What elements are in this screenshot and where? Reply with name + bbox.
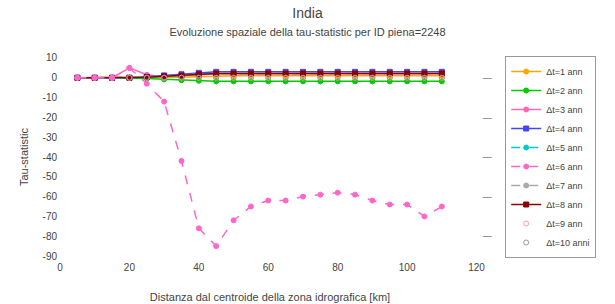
- svg-text:—: —: [483, 113, 492, 123]
- svg-text:20: 20: [124, 262, 136, 273]
- svg-text:—: —: [483, 73, 492, 83]
- svg-text:Δt=4 ann: Δt=4 ann: [546, 124, 582, 134]
- svg-text:Δt=1 ann: Δt=1 ann: [546, 67, 582, 77]
- svg-text:Distanza dal centroide della z: Distanza dal centroide della zona idrogr…: [150, 291, 390, 303]
- svg-text:-10: -10: [43, 92, 58, 103]
- svg-text:Tau-statistic: Tau-statistic: [18, 127, 30, 186]
- svg-text:-60: -60: [43, 191, 58, 202]
- svg-text:100: 100: [399, 262, 416, 273]
- svg-text:IndiaEvoluzione spaziale della: IndiaEvoluzione spaziale della tau-stati…: [169, 5, 445, 38]
- svg-text:10: 10: [46, 52, 58, 63]
- svg-text:120: 120: [468, 262, 485, 273]
- svg-text:Δt=8 ann: Δt=8 ann: [546, 200, 582, 210]
- svg-text:Δt=3 ann: Δt=3 ann: [546, 105, 582, 115]
- svg-text:—: —: [483, 192, 492, 202]
- svg-text:-70: -70: [43, 211, 58, 222]
- svg-text:0: 0: [57, 262, 63, 273]
- svg-text:Δt=9 ann: Δt=9 ann: [546, 219, 582, 229]
- svg-text:-30: -30: [43, 132, 58, 143]
- svg-text:Δt=6 ann: Δt=6 ann: [546, 162, 582, 172]
- svg-text:-20: -20: [43, 112, 58, 123]
- svg-text:-50: -50: [43, 171, 58, 182]
- svg-text:40: 40: [193, 262, 205, 273]
- svg-text:-90: -90: [43, 251, 58, 262]
- svg-text:—: —: [483, 231, 492, 241]
- svg-text:Δt=10 anni: Δt=10 anni: [546, 238, 589, 248]
- svg-text:Δt=7 ann: Δt=7 ann: [546, 181, 582, 191]
- svg-text:—: —: [483, 152, 492, 162]
- svg-text:Δt=5 ann: Δt=5 ann: [546, 143, 582, 153]
- svg-text:60: 60: [263, 262, 275, 273]
- svg-text:80: 80: [332, 262, 344, 273]
- svg-text:-40: -40: [43, 152, 58, 163]
- svg-text:-80: -80: [43, 231, 58, 242]
- svg-text:0: 0: [51, 72, 57, 83]
- svg-text:Δt=2 ann: Δt=2 ann: [546, 86, 582, 96]
